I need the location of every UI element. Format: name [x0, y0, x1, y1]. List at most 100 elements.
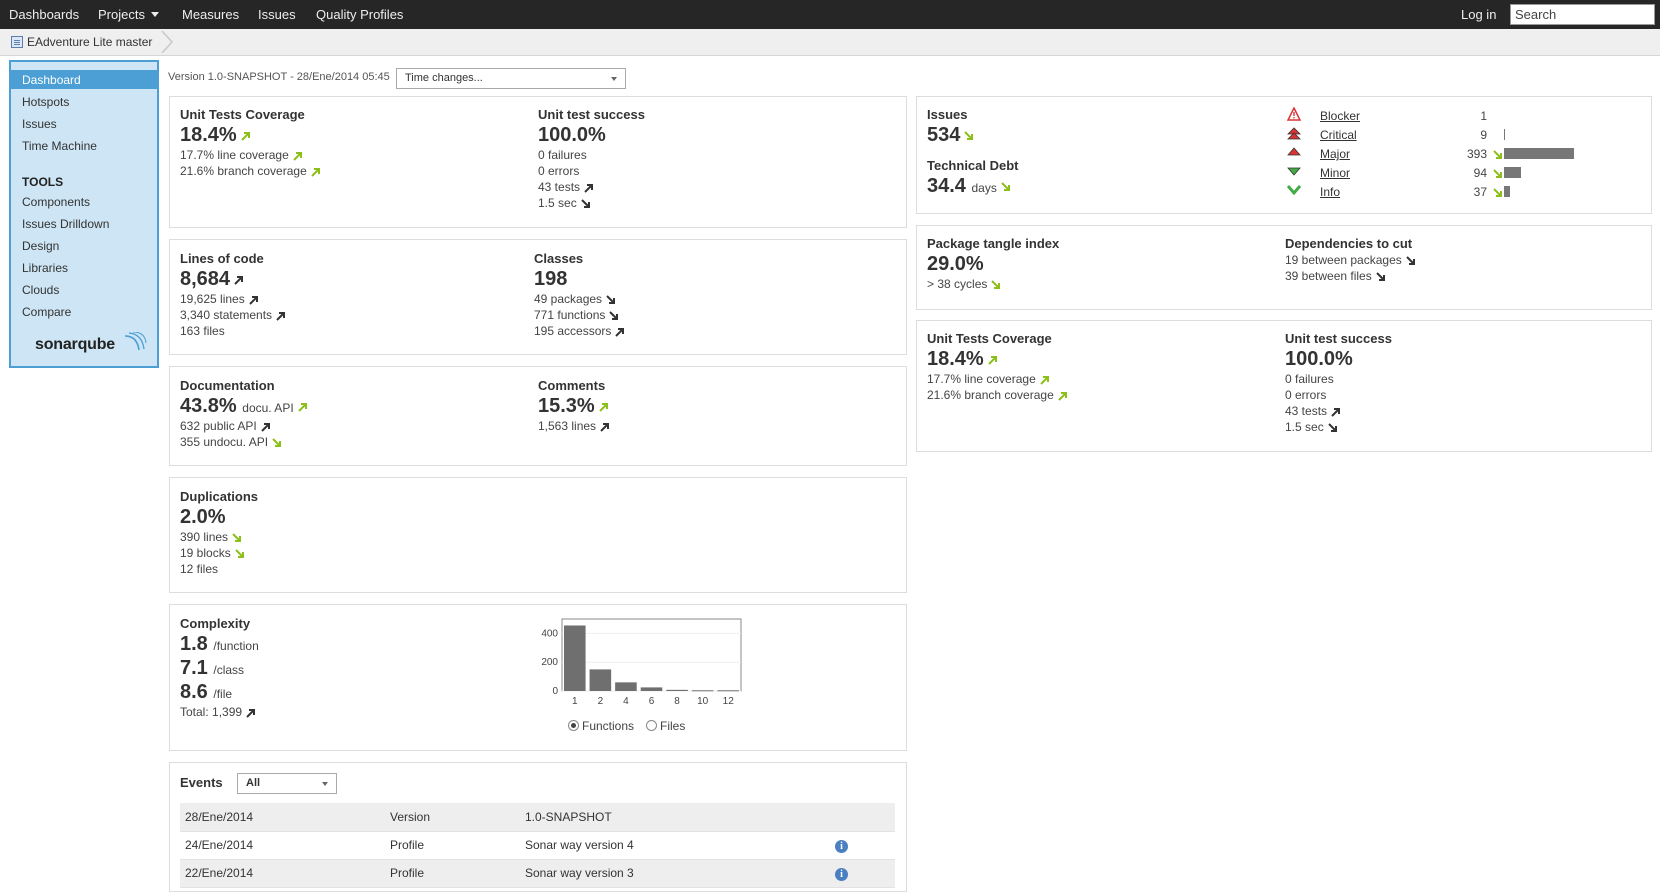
info-icon[interactable]: i [835, 867, 848, 881]
duplicated-lines[interactable]: 390 lines [180, 530, 242, 544]
classes-value[interactable]: 198 [534, 268, 568, 290]
tests-count[interactable]: 43 tests [538, 180, 594, 194]
info-icon[interactable]: i [835, 839, 848, 853]
severity-blocker-link[interactable]: Blocker [1320, 109, 1361, 123]
nav-projects[interactable]: Projects [98, 7, 159, 22]
debt-value[interactable]: 34.4 days [927, 175, 1011, 198]
success-value[interactable]: 100.0% [538, 124, 606, 146]
complexity-per-function[interactable]: 1.8 /function [180, 633, 259, 656]
chart-bar[interactable] [691, 690, 714, 692]
deps-between-files[interactable]: 39 between files [1285, 269, 1386, 283]
login-link[interactable]: Log in [1461, 7, 1497, 22]
coverage2-value[interactable]: 18.4% [927, 348, 998, 371]
event-category: Profile [385, 859, 520, 888]
loc-value[interactable]: 8,684 [180, 268, 244, 291]
chart-bar[interactable] [666, 689, 688, 691]
chart-bar[interactable] [615, 682, 637, 691]
test-errors-2[interactable]: 0 errors [1285, 388, 1327, 402]
sidebar-item-issues-drilldown[interactable]: Issues Drilldown [22, 217, 110, 231]
accessors-count[interactable]: 195 accessors [534, 324, 625, 338]
tests-count-2-text: 43 tests [1285, 404, 1328, 418]
sidebar-item-clouds[interactable]: Clouds [22, 283, 60, 297]
branch-coverage[interactable]: 21.6% branch coverage [180, 164, 321, 178]
statements-count[interactable]: 3,340 statements [180, 308, 286, 322]
cycles-count[interactable]: > 38 cycles [927, 277, 1001, 291]
nav-issues[interactable]: Issues [258, 7, 296, 22]
test-errors[interactable]: 0 errors [538, 164, 580, 178]
nav-quality-profiles[interactable]: Quality Profiles [316, 7, 404, 22]
deps-title: Dependencies to cut [1285, 236, 1413, 251]
duplicated-files[interactable]: 12 files [180, 562, 219, 576]
test-duration[interactable]: 1.5 sec [538, 196, 591, 210]
event-date: 24/Ene/2014 [180, 831, 385, 860]
issues-widget: Issues 534 Technical Debt 34.4 days Bloc… [916, 96, 1652, 214]
documentation-unit: docu. API [242, 401, 294, 415]
severity-minor-link[interactable]: Minor [1320, 166, 1351, 180]
chart-bar[interactable] [717, 690, 739, 692]
blocker-icon [1287, 107, 1301, 121]
sidebar-item-design[interactable]: Design [22, 239, 60, 253]
undocumented-api[interactable]: 355 undocu. API [180, 435, 282, 449]
nav-measures[interactable]: Measures [182, 7, 240, 22]
breadcrumb: EAdventure Lite master [0, 29, 1660, 56]
deps-between-packages[interactable]: 19 between packages [1285, 253, 1416, 267]
search-input[interactable]: Search [1510, 4, 1655, 25]
radio-functions[interactable]: Functions [568, 719, 634, 733]
files-count[interactable]: 163 files [180, 324, 225, 338]
sidebar-item-dashboard[interactable]: Dashboard [11, 70, 157, 89]
severity-critical-link[interactable]: Critical [1320, 128, 1357, 142]
packages-count[interactable]: 49 packages [534, 292, 616, 306]
test-duration-2[interactable]: 1.5 sec [1285, 420, 1338, 434]
duplications-widget: Duplications 2.0% 390 lines 19 blocks 12… [169, 477, 907, 593]
sidebar-item-time-machine[interactable]: Time Machine [22, 139, 97, 153]
chart-bar[interactable] [640, 687, 663, 691]
radio-files[interactable]: Files [646, 719, 685, 733]
events-filter-select[interactable]: All [237, 773, 337, 794]
severity-minor-count[interactable]: 94 [1473, 166, 1487, 180]
severity-major-link[interactable]: Major [1320, 147, 1351, 161]
complexity-total[interactable]: Total: 1,399 [180, 705, 256, 719]
issues-value[interactable]: 534 [927, 124, 974, 147]
duplications-value[interactable]: 2.0% [180, 506, 226, 528]
nav-dashboards[interactable]: Dashboards [9, 7, 80, 22]
severity-info-link[interactable]: Info [1320, 185, 1341, 199]
chart-bar[interactable] [589, 669, 612, 691]
comments-value[interactable]: 15.3% [538, 395, 609, 418]
debt-unit: days [971, 181, 997, 195]
duplicated-blocks-text: 19 blocks [180, 546, 231, 560]
sidebar-item-components[interactable]: Components [22, 195, 91, 209]
sidebar-item-compare[interactable]: Compare [22, 305, 72, 319]
chart-bar[interactable] [564, 625, 586, 691]
line-coverage-2[interactable]: 17.7% line coverage [927, 372, 1050, 386]
severity-major-count[interactable]: 393 [1466, 147, 1487, 161]
comment-lines[interactable]: 1,563 lines [538, 419, 610, 433]
coverage-value[interactable]: 18.4% [180, 124, 251, 147]
sidebar-item-libraries[interactable]: Libraries [22, 261, 69, 275]
trend-up-icon [298, 402, 308, 412]
lines-count-text: 19,625 lines [180, 292, 245, 306]
public-api[interactable]: 632 public API [180, 419, 271, 433]
tests-count-2[interactable]: 43 tests [1285, 404, 1341, 418]
functions-count[interactable]: 771 functions [534, 308, 619, 322]
test-failures[interactable]: 0 failures [538, 148, 587, 162]
severity-info-count[interactable]: 37 [1473, 185, 1487, 199]
complexity-per-file[interactable]: 8.6 /file [180, 681, 232, 704]
severity-blocker-count[interactable]: 1 [1480, 109, 1487, 123]
event-info-cell: i [830, 859, 895, 888]
tangle-value[interactable]: 29.0% [927, 253, 984, 275]
breadcrumb-project[interactable]: EAdventure Lite master [27, 35, 153, 49]
complexity-per-class[interactable]: 7.1 /class [180, 657, 244, 680]
branch-coverage-2[interactable]: 21.6% branch coverage [927, 388, 1068, 402]
sidebar-item-hotspots[interactable]: Hotspots [22, 95, 70, 109]
test-failures-2[interactable]: 0 failures [1285, 372, 1334, 386]
lines-count[interactable]: 19,625 lines [180, 292, 259, 306]
documentation-value[interactable]: 43.8% docu. API [180, 395, 308, 418]
time-changes-select[interactable]: Time changes... [396, 68, 626, 89]
duplicated-blocks[interactable]: 19 blocks [180, 546, 245, 560]
sonarqube-logo: sonarqube [35, 336, 115, 353]
trend-up-icon [249, 295, 259, 305]
line-coverage[interactable]: 17.7% line coverage [180, 148, 303, 162]
success2-value[interactable]: 100.0% [1285, 348, 1353, 370]
sidebar-item-issues[interactable]: Issues [22, 117, 57, 131]
severity-critical-count[interactable]: 9 [1480, 128, 1487, 142]
